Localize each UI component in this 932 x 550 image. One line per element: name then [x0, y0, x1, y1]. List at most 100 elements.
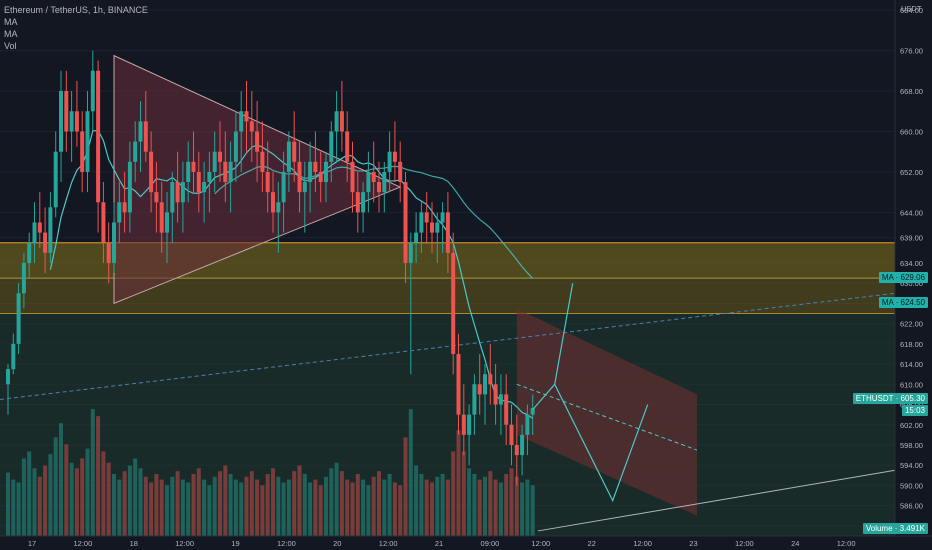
- candle-body: [85, 111, 90, 172]
- volume-bar: [159, 479, 164, 536]
- volume-bar: [308, 482, 313, 536]
- candle-body: [435, 222, 440, 233]
- volume-bar: [37, 476, 42, 536]
- candle-body: [398, 161, 403, 183]
- time-tick-label: 12:00: [277, 539, 296, 548]
- volume-bar: [265, 473, 270, 536]
- candle-body: [21, 262, 26, 294]
- candle-body: [361, 192, 366, 213]
- volume-bar: [403, 437, 408, 536]
- dashed-trendline: [0, 292, 896, 400]
- candle-body: [69, 111, 74, 132]
- candle-body: [143, 121, 148, 152]
- volume-bar: [451, 451, 456, 536]
- candle-body: [329, 131, 334, 162]
- volume-bar: [382, 479, 387, 536]
- candle-body: [101, 202, 106, 243]
- time-tick-label: 20: [333, 539, 341, 548]
- volume-bar: [276, 476, 281, 536]
- candle-body: [127, 161, 132, 213]
- volume-bar: [21, 458, 26, 536]
- candle-body: [53, 151, 58, 208]
- candle-body: [80, 131, 85, 172]
- time-tick-label: 12:00: [735, 539, 754, 548]
- candle-body: [451, 252, 456, 354]
- candle-body: [324, 161, 328, 183]
- price-tick-label: 684.00: [900, 6, 923, 15]
- volume-bar: [64, 444, 69, 536]
- last-price-tag: ETHUSDT · 605.30: [852, 393, 928, 404]
- time-tick-label: 12:00: [379, 539, 398, 548]
- candle-body: [387, 151, 392, 172]
- candle-body: [228, 161, 233, 183]
- candle-body: [318, 171, 323, 183]
- ma-slow-tag: MA · 624.50: [878, 297, 928, 308]
- candle-body: [472, 384, 477, 415]
- channel-midline: [516, 383, 698, 451]
- volume-bar: [377, 471, 381, 536]
- price-tick-label: 660.00: [900, 127, 923, 136]
- volume-bar: [48, 454, 53, 536]
- volume-bar: [244, 476, 249, 536]
- candle-body: [32, 222, 37, 243]
- candle-body: [408, 242, 413, 263]
- volume-label: Vol: [4, 41, 17, 51]
- volume-bar: [419, 473, 424, 536]
- candle-body: [175, 182, 180, 203]
- price-tick-label: 630.00: [900, 279, 923, 288]
- symbol-title: Ethereum / TetherUS, 1h, BINANCE: [4, 5, 148, 15]
- projection-alt-path: [554, 384, 649, 503]
- candle-body: [493, 384, 498, 405]
- candle-body: [149, 151, 154, 193]
- candle-body: [350, 161, 355, 193]
- candle-body: [271, 192, 275, 213]
- volume-bar: [212, 476, 217, 536]
- volume-bar: [180, 479, 185, 536]
- volume-bar: [361, 479, 366, 536]
- ma-slow-label: MA: [4, 29, 18, 39]
- volume-bar: [371, 476, 376, 536]
- candle-body: [392, 151, 397, 162]
- volume-bar: [435, 476, 440, 536]
- candle-body: [106, 242, 111, 263]
- candle-body: [43, 232, 48, 253]
- volume-bar: [133, 458, 138, 536]
- volume-bar: [255, 479, 260, 536]
- volume-bar: [196, 468, 201, 536]
- volume-bar: [302, 473, 307, 536]
- volume-bar: [170, 476, 175, 536]
- volume-bar: [424, 479, 429, 536]
- volume-bar: [165, 485, 169, 536]
- candle-body: [165, 212, 169, 233]
- price-tick-label: 602.00: [900, 421, 923, 430]
- price-tick-label: 590.00: [900, 481, 923, 490]
- candle-body: [345, 131, 350, 162]
- volume-bar: [445, 479, 450, 536]
- time-tick-label: 23: [689, 539, 697, 548]
- volume-bar: [313, 479, 318, 536]
- candle-body: [477, 384, 482, 395]
- candle-body: [525, 414, 530, 435]
- candle-body: [196, 171, 201, 193]
- time-tick-label: 12:00: [633, 539, 652, 548]
- descending-channel: [516, 308, 697, 516]
- volume-bar: [324, 476, 328, 536]
- volume-bar: [292, 471, 297, 536]
- volume-bar: [249, 471, 254, 536]
- volume-bar: [53, 437, 58, 536]
- volume-bar: [477, 479, 482, 536]
- volume-bar: [488, 471, 493, 536]
- volume-bar: [16, 482, 21, 536]
- candle-body: [27, 242, 32, 263]
- candle-body: [498, 394, 503, 405]
- volume-bar: [85, 448, 90, 536]
- candle-body: [122, 202, 127, 213]
- volume-bar: [297, 465, 302, 536]
- volume-bar: [154, 473, 159, 536]
- volume-bar: [112, 473, 116, 536]
- candle-body: [159, 202, 164, 233]
- candle-body: [445, 212, 450, 253]
- time-tick-label: 17: [28, 539, 36, 548]
- volume-bar: [27, 451, 32, 536]
